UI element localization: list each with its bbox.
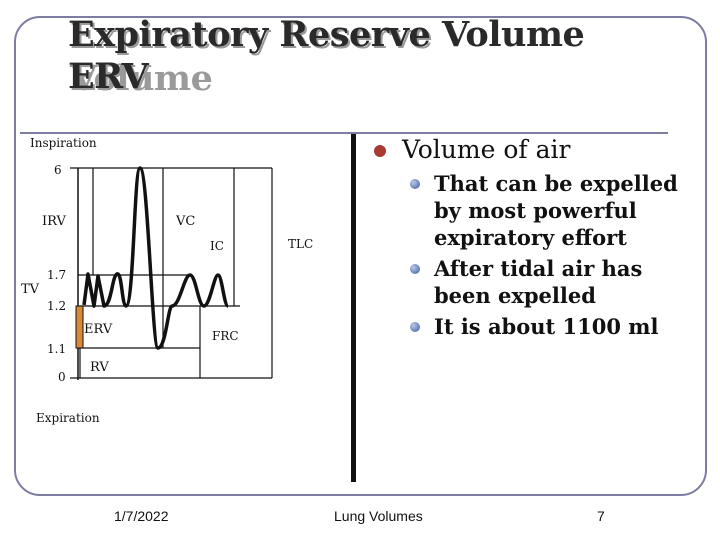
title-divider (20, 132, 668, 134)
axis-value-1-7: 1.7 (47, 268, 67, 282)
sub-bullet-list: That can be expelled by most powerful ex… (372, 170, 702, 340)
label-tlc: TLC (288, 237, 314, 251)
sub-bullet-text: After tidal air has been expelled (434, 256, 643, 308)
bullet-dot-icon (374, 145, 386, 157)
column-divider (351, 134, 356, 482)
label-ic: IC (210, 239, 224, 253)
label-erv: ERV (84, 322, 113, 337)
footer-date: 1/7/2022 (114, 508, 169, 524)
slide-frame (14, 16, 707, 496)
erv-bar (75, 305, 84, 349)
label-tv: TV (21, 282, 40, 297)
sub-bullet-dot-icon (410, 264, 420, 274)
label-vc: VC (176, 214, 196, 229)
axis-value-1-2: 1.2 (47, 299, 67, 313)
label-frc: FRC (212, 329, 239, 343)
bullet-list: Volume of air That can be expelled by mo… (372, 134, 702, 344)
main-bullet-text: Volume of air (402, 135, 571, 164)
footer-page-number: 7 (597, 508, 605, 524)
main-bullet: Volume of air (372, 134, 702, 166)
spirogram-trace (82, 166, 230, 350)
sub-bullet-dot-icon (410, 322, 420, 332)
sub-bullet: That can be expelled by most powerful ex… (372, 170, 702, 251)
sub-bullet-text: That can be expelled by most powerful ex… (434, 171, 678, 250)
label-irv: IRV (42, 214, 66, 229)
title-line2-shadow: ERV (70, 58, 151, 99)
axis-value-0: 0 (58, 370, 66, 384)
label-expiration: Expiration (36, 411, 100, 425)
label-rv: RV (90, 360, 109, 375)
axis-value-1-1: 1.1 (47, 342, 67, 356)
sub-bullet: After tidal air has been expelled (372, 255, 702, 309)
slide-title: Expiratory Reserve Volume Expiratory Res… (68, 14, 585, 99)
title-line1-shadow: Expiratory Reserve Volume (70, 16, 433, 99)
sub-bullet-dot-icon (410, 179, 420, 189)
footer-topic: Lung Volumes (334, 508, 423, 524)
title-line1: Expiratory Reserve Volume (68, 14, 585, 55)
axis-value-6: 6 (54, 163, 62, 177)
sub-bullet-text: It is about 1100 ml (434, 314, 659, 339)
title-line2: ERV (68, 56, 149, 97)
label-inspiration: Inspiration (30, 136, 97, 150)
sub-bullet: It is about 1100 ml (372, 313, 702, 340)
